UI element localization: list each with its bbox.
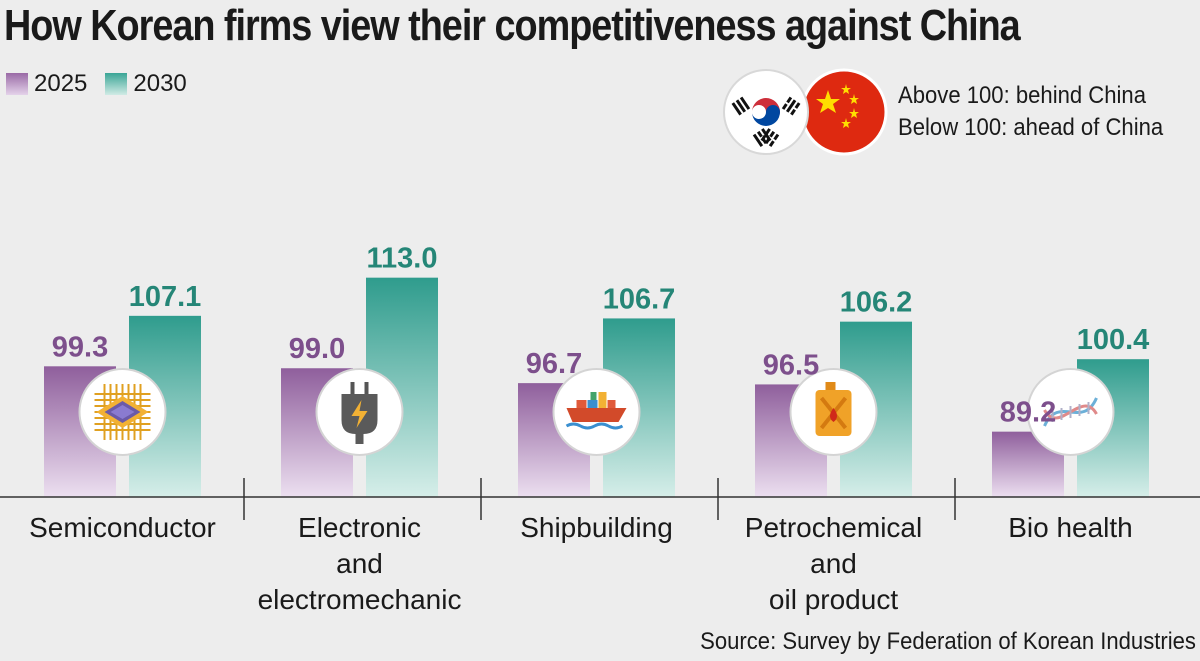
legend-label-2025: 2025 (34, 70, 88, 97)
category-label-1-0: Electronic (298, 512, 421, 543)
chip-icon (78, 368, 167, 456)
ship-icon (552, 368, 641, 456)
plug-icon (315, 368, 404, 456)
category-label-0-0: Semiconductor (29, 512, 216, 543)
chart-title: How Korean firms view their competitiven… (4, 1, 1021, 50)
korea-flag-icon (723, 69, 809, 155)
value-label-2025-2: 96.7 (526, 348, 582, 380)
value-label-2030-2: 106.7 (603, 283, 676, 315)
legend-swatch-2025 (6, 73, 28, 95)
legend-swatch-2030 (105, 73, 128, 95)
category-label-3-2: oil product (769, 584, 898, 615)
legend-item-2030: 2030 (105, 70, 187, 98)
value-label-2030-0: 107.1 (129, 281, 202, 313)
category-label-3-1: and (810, 548, 857, 579)
source-text: Source: Survey by Federation of Korean I… (700, 628, 1196, 655)
value-label-2030-3: 106.2 (840, 287, 913, 319)
china-flag-icon (800, 68, 888, 156)
legend: 2025 2030 (6, 70, 205, 98)
category-label-2-0: Shipbuilding (520, 512, 673, 543)
category-label-3-0: Petrochemical (745, 512, 922, 543)
value-label-2025-3: 96.5 (763, 349, 819, 381)
value-label-2025-1: 99.0 (289, 333, 345, 365)
dna-icon (1026, 368, 1115, 456)
category-label-1-1: and (336, 548, 383, 579)
value-label-2030-4: 100.4 (1077, 324, 1150, 356)
legend-item-2025: 2025 (6, 70, 87, 98)
category-label-4-0: Bio health (1008, 512, 1133, 543)
fuel-can-icon (789, 368, 878, 456)
value-label-2030-1: 113.0 (367, 243, 438, 275)
value-label-2025-0: 99.3 (52, 331, 108, 363)
note-above: Above 100: behind China (898, 82, 1146, 109)
source-note: Source: Survey by Federation of Korean I… (657, 628, 1196, 656)
note-below: Below 100: ahead of China (898, 114, 1164, 141)
interpretation-note: Above 100: behind China Below 100: ahead… (898, 80, 1186, 144)
legend-label-2030: 2030 (133, 70, 187, 97)
value-label-2025-4: 89.2 (1000, 397, 1056, 429)
category-label-1-2: electromechanic (258, 584, 462, 615)
flags-graphic (723, 68, 888, 156)
